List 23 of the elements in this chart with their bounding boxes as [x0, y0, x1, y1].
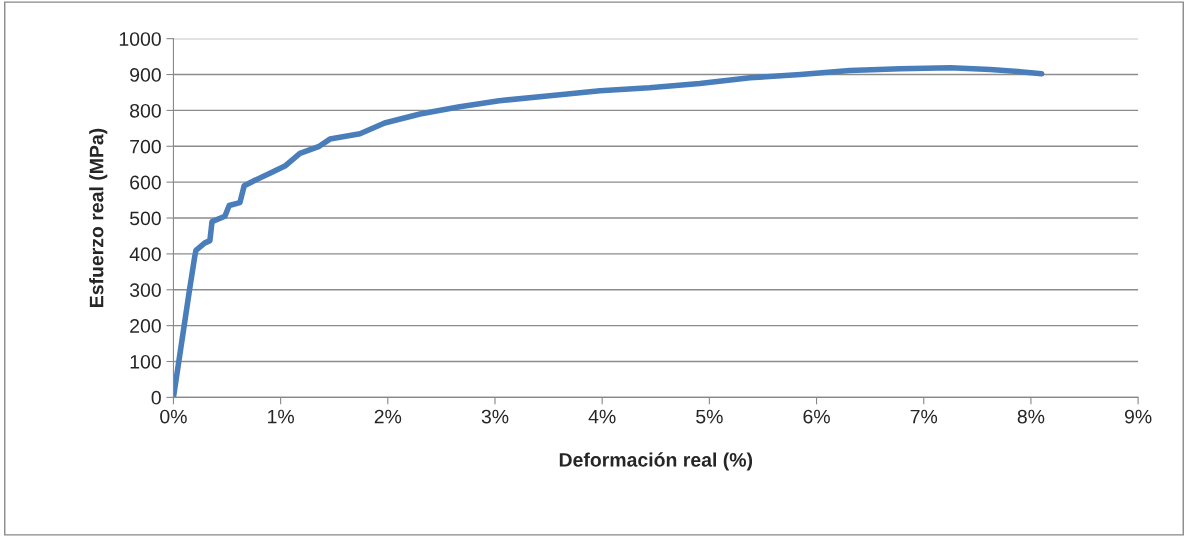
y-tick-label: 300: [129, 283, 161, 297]
y-tick-label: 400: [129, 247, 161, 262]
x-tick-label: 3%: [481, 409, 509, 424]
x-tick-label: 5%: [696, 409, 723, 424]
x-axis-title: Deformación real (%): [559, 452, 753, 471]
y-tick-label: 200: [130, 319, 161, 333]
y-tick-label: 1000: [119, 32, 161, 46]
y-tick-label: 900: [130, 68, 161, 82]
x-tick-label: 0%: [160, 409, 187, 424]
x-tick-label: 1%: [268, 409, 294, 424]
x-tick-label: 2%: [374, 409, 402, 424]
y-tick-label: 100: [130, 354, 161, 369]
y-tick-label: 500: [129, 211, 161, 226]
y-tick-label: 800: [130, 103, 161, 118]
y-tick-label: 600: [130, 175, 161, 190]
y-tick-label: 0: [151, 390, 161, 405]
y-axis-title: Esfuerzo real (MPa): [89, 128, 108, 307]
y-tick-label: 700: [130, 139, 161, 154]
x-tick-label: 8%: [1017, 409, 1045, 424]
x-tick-label: 9%: [1124, 409, 1152, 424]
x-tick-label: 4%: [588, 409, 616, 424]
x-tick-label: 7%: [910, 409, 938, 424]
x-tick-label: 6%: [803, 409, 830, 424]
